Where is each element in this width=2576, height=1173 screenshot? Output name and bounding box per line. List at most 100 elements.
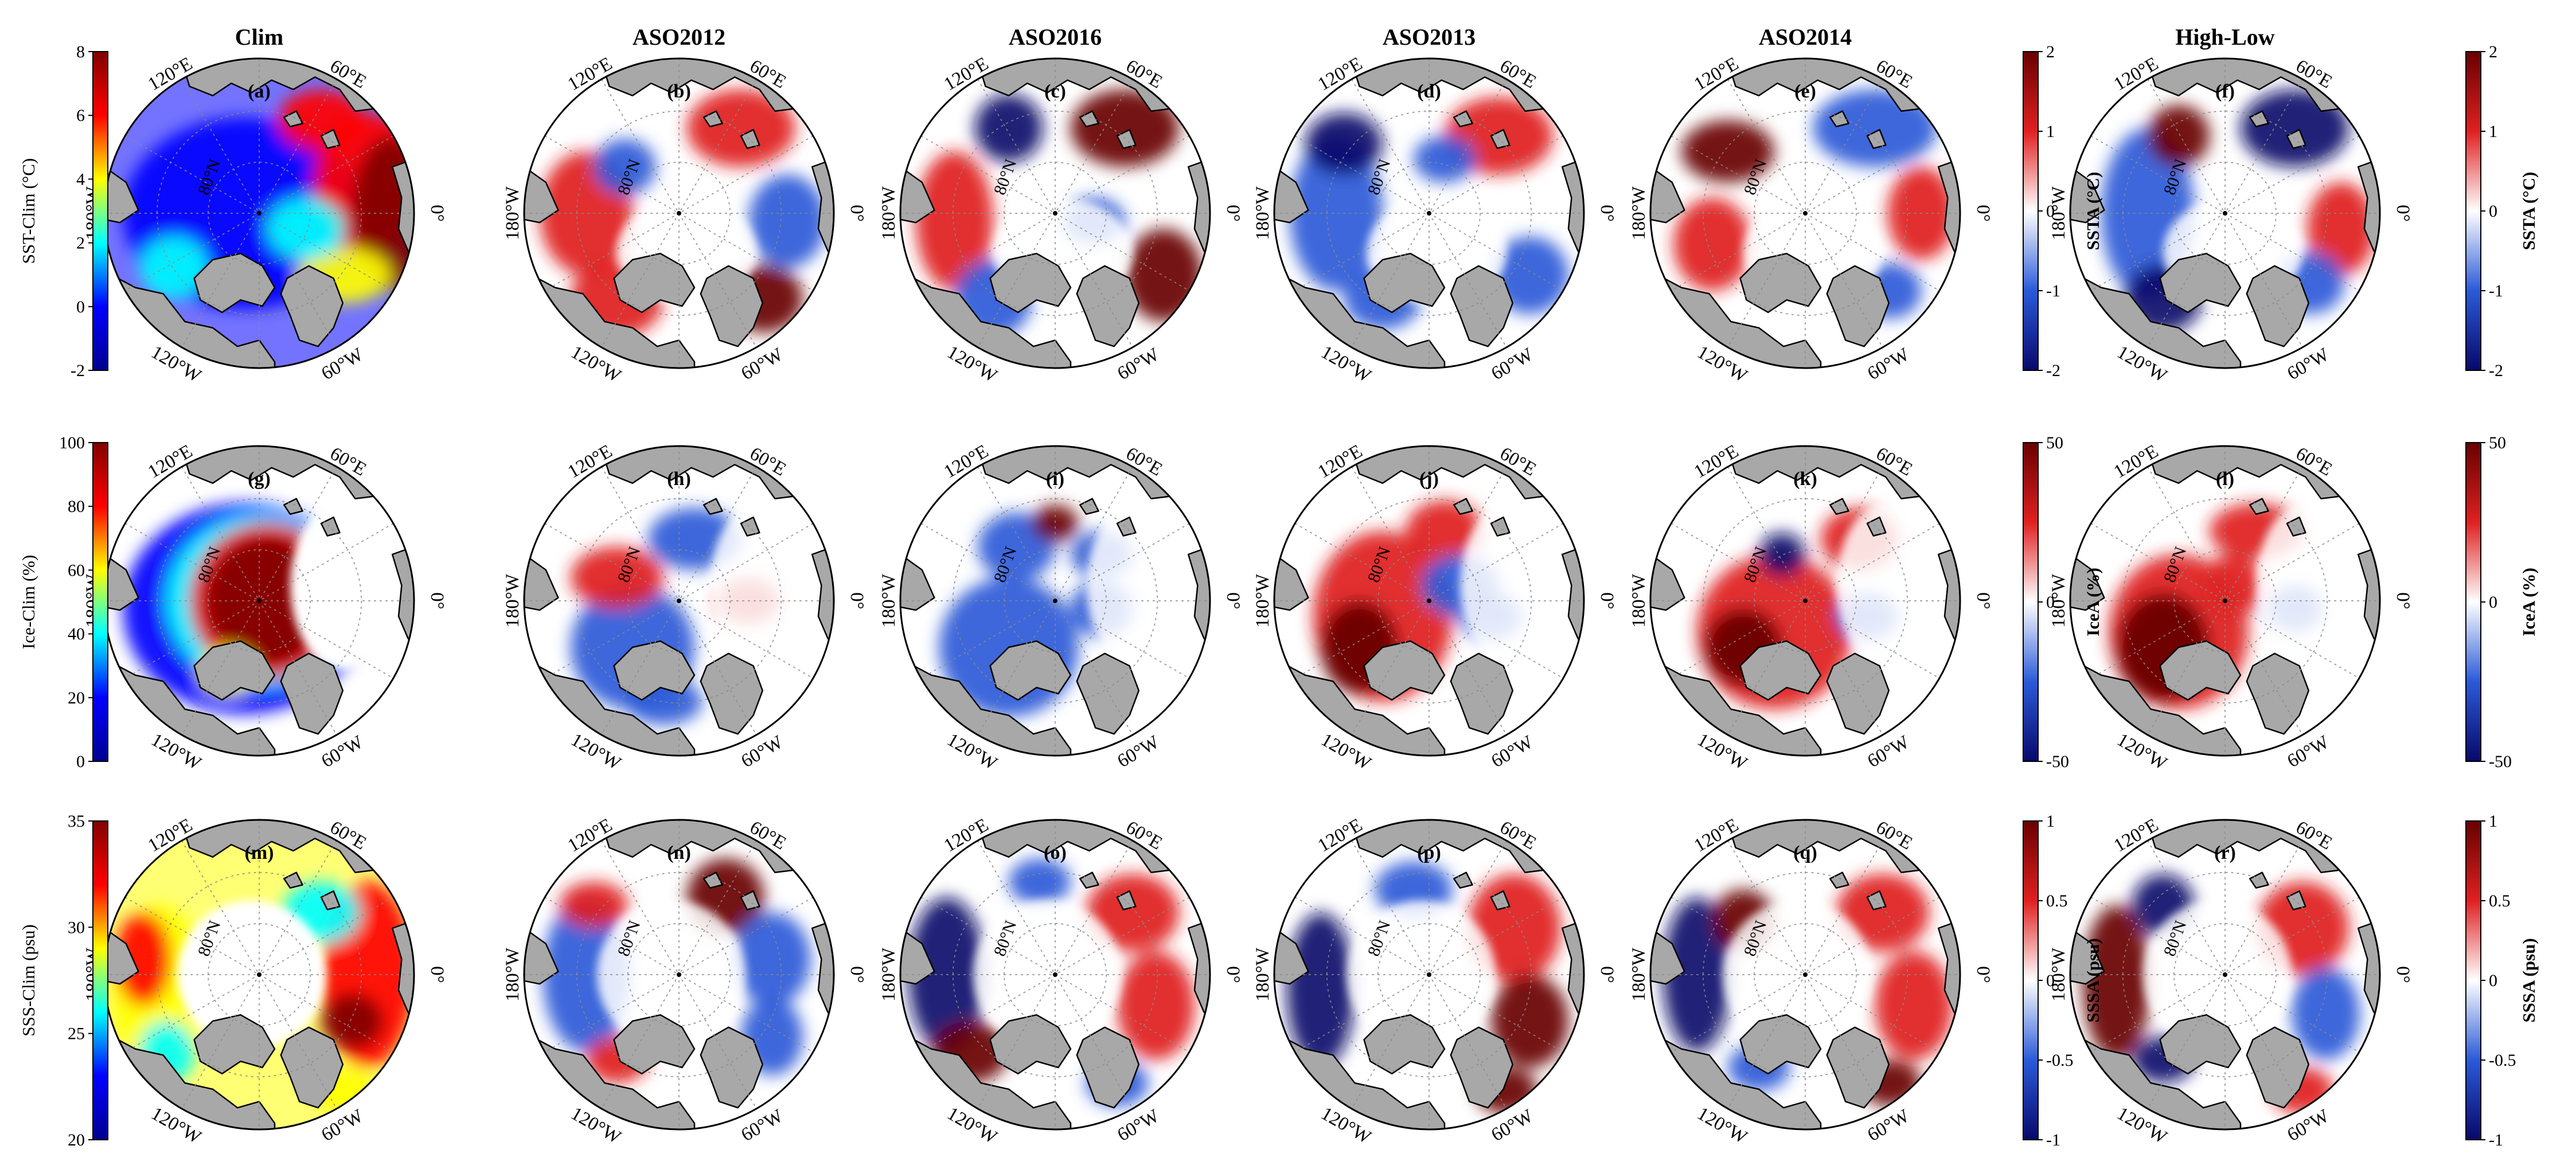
land-mass [320,516,341,537]
column-title-aso2013: ASO2013 [1383,24,1476,50]
panel-label: (e) [1794,81,1816,102]
land-mass [283,498,303,515]
lon-label-180w: 180°W [879,573,899,628]
land-mass [1079,498,1099,515]
colorbar-tick-label: 0 [76,298,85,316]
land-mass [1826,652,1890,735]
colorbar-tick-label: 2 [2046,42,2055,61]
no-data-area [596,900,746,1049]
land-mass [1076,1026,1140,1109]
panel-label: (c) [1044,81,1066,102]
land-mass [740,516,760,537]
land-mass [1561,546,1584,648]
land-mass [1363,1014,1446,1075]
north-pole-marker [1427,599,1431,603]
land-mass [2249,871,2269,889]
colorbar-ice-anom: 50 0 -50 IceA (%) [2023,433,2103,771]
land-mass [613,252,696,314]
land-mass [811,546,834,648]
land-mass [104,927,139,985]
land-mass [1450,265,1514,347]
field-patch [140,236,208,299]
field-patch [115,913,171,1006]
panel-label: (j) [1419,468,1439,490]
lon-label-180w: 180°W [2048,186,2069,240]
colorbar-label: SST-Clim (°C) [18,158,38,264]
map-frame [1649,57,1961,369]
lon-label-180w: 180°W [1252,947,1273,1002]
colorbar-tick-label: 1 [2046,812,2055,831]
land-mass [989,1014,1072,1075]
colorbar-tick-label: 35 [68,812,85,831]
field-patch [1286,913,1355,1068]
land-mass [1650,166,1685,224]
colorbar-tick-label: 0 [2489,971,2497,990]
map-frame [1273,57,1585,369]
colorbar-tick-label: 60 [68,561,85,580]
land-mass [1650,553,1685,611]
north-pole-marker [2223,599,2227,603]
field-patch [1414,136,1476,182]
north-pole-marker [257,211,261,216]
lon-label-180w: 180°W [1252,186,1273,240]
field-patch [560,882,628,928]
colorbar-tick-label: 0 [76,752,85,771]
colorbar-scale [2023,820,2039,1140]
north-pole-marker [677,599,681,603]
colorbar-sst-anom: 2 1 0 -1 -2 SSTA (°C) [2023,42,2103,380]
colorbar-tick-label: -50 [2489,752,2512,771]
lon-label-0: 0° [427,966,447,983]
land-mass [391,158,414,261]
land-mass [1866,516,1887,537]
land-mass [1363,252,1446,314]
land-mass [193,640,276,701]
lon-label-0: 0° [846,205,867,222]
land-mass [193,252,276,314]
land-mass [2286,128,2306,149]
lon-label-0: 0° [1223,966,1243,983]
colorbar-tick-label: 80 [68,497,85,516]
land-mass [702,871,723,889]
map-frame [1649,819,1961,1131]
colorbar-label: SSS-Clim (psu) [18,924,38,1037]
lon-label-0: 0° [1597,205,1617,222]
north-pole-marker [2223,211,2227,216]
panel-label: (f) [2215,81,2235,102]
field-patch [916,151,993,291]
no-data-area [2142,900,2292,1049]
land-mass [1937,546,1960,648]
land-mass [1453,498,1473,515]
colorbar-tick-label: 50 [2046,433,2063,452]
lon-label-180w: 180°W [2048,573,2069,628]
panel-label: (p) [1417,842,1441,863]
field-patch [733,913,811,1006]
land-mass [1274,166,1309,224]
land-mass [1937,158,1960,261]
no-data-area [1346,900,1496,1049]
land-mass [524,166,559,224]
map-frame [523,445,835,757]
colorbar-tick-label: 40 [68,625,85,644]
lon-label-0: 0° [1597,966,1617,983]
land-mass [702,498,723,515]
land-mass [900,927,935,985]
field-patch [571,546,663,609]
land-mass [1079,871,1099,889]
north-pole-marker [1427,972,1431,977]
colorbar-tick-label: -2 [2046,361,2060,380]
field-patch [2307,182,2375,275]
lon-label-180w: 180°W [1252,573,1273,628]
colorbar-tick-label: -1 [2489,1131,2503,1149]
colorbar-ice-clim: 100 80 60 40 20 0 Ice-Clim (%) [18,433,108,771]
north-pole-marker [2223,972,2227,977]
column-title-high-low: High-Low [2175,24,2274,50]
land-mass [1450,1026,1514,1109]
colorbar-tick-label: 8 [76,42,85,61]
field-patch [974,94,1043,162]
land-mass [1866,128,1887,149]
land-mass [1453,871,1473,889]
colorbar-tick-label: 20 [68,689,85,707]
